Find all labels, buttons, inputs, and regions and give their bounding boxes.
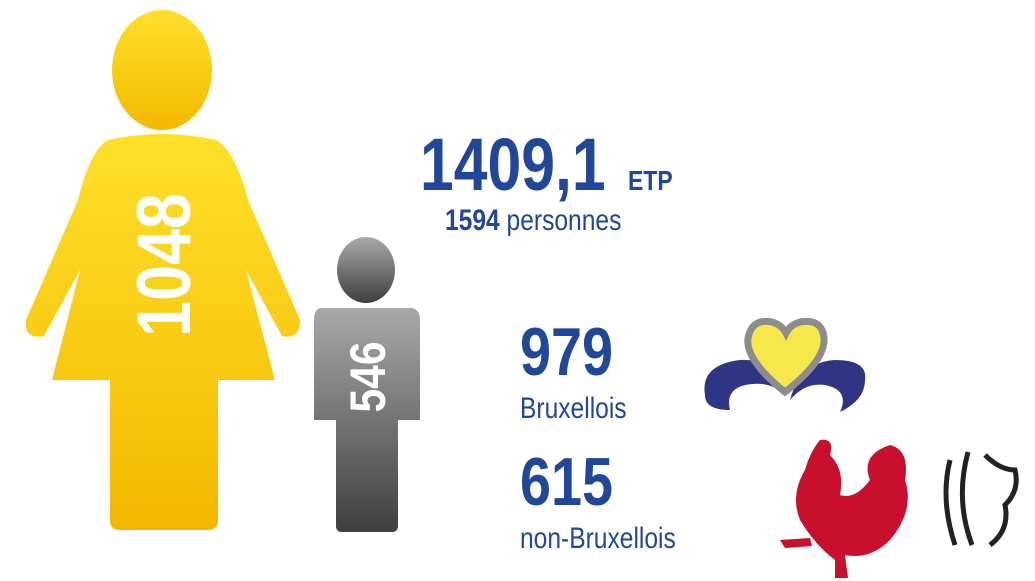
non-brussels-label: non-Bruxellois xyxy=(520,521,676,555)
fte-unit: ETP xyxy=(628,166,673,197)
persons-line: 1594 personnes xyxy=(445,203,621,237)
non-brussels-count: 615 xyxy=(520,445,613,520)
brussels-count: 979 xyxy=(520,315,613,390)
men-count: 546 xyxy=(340,342,396,413)
wallonia-logo xyxy=(780,440,908,578)
women-count: 1048 xyxy=(121,193,206,337)
brussels-label: Bruxellois xyxy=(520,391,627,425)
persons-label: personnes xyxy=(507,203,622,237)
fte-total: 1409,1 xyxy=(420,124,606,206)
persons-count: 1594 xyxy=(445,203,500,237)
brussels-logo xyxy=(704,321,865,412)
infographic: 1048 546 1409,1 ETP 1594 personnes 979 B… xyxy=(0,0,1035,581)
flanders-logo xyxy=(946,452,1016,545)
